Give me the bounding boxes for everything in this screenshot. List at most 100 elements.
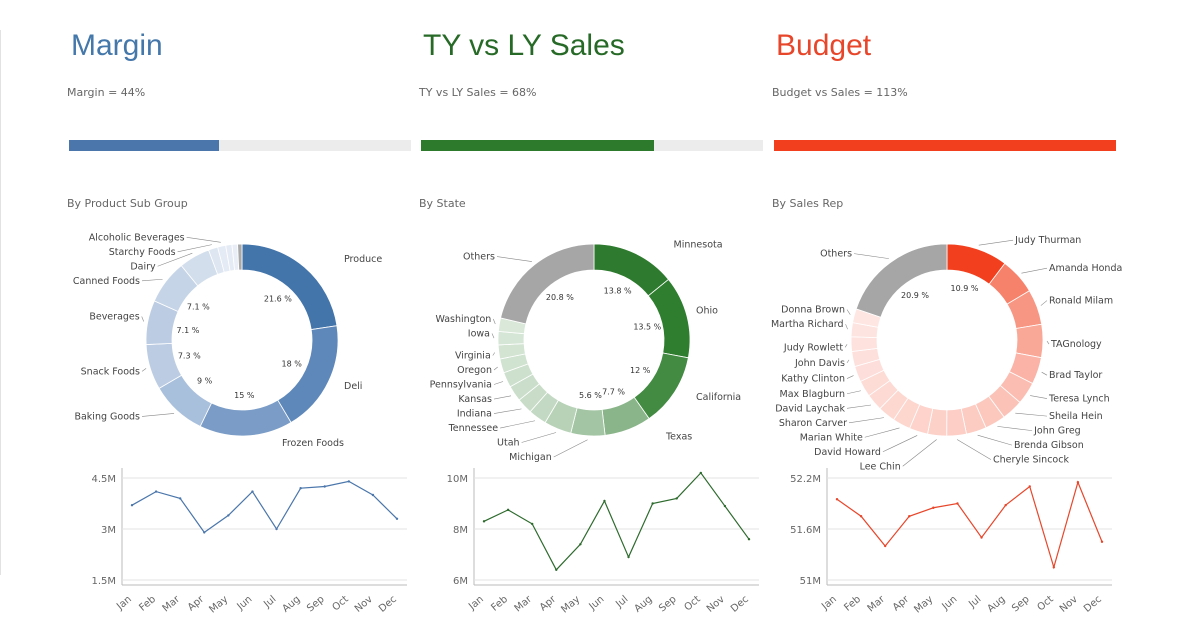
- x-tick-label: Dec: [377, 594, 399, 615]
- point-oct[interactable]: [1052, 566, 1056, 569]
- leader-others: [496, 256, 532, 262]
- slice-minor-12[interactable]: [237, 243, 243, 271]
- sales-rep-donut-chart[interactable]: 10.9 % 20.9 % Judy Thurman Amanda Honda Rona…: [752, 220, 1132, 472]
- point-aug[interactable]: [651, 502, 654, 505]
- slice-label-amanda-honda: Amanda Honda: [1049, 263, 1122, 274]
- sales-kpi-label: TY vs LY Sales = 68%: [419, 86, 537, 99]
- point-apr[interactable]: [555, 568, 558, 571]
- point-feb[interactable]: [506, 508, 510, 512]
- slice-label-martha-richard: Martha Richard: [771, 319, 844, 330]
- leader-utah: [521, 432, 557, 443]
- slice-pct-beverages: 7.1 %: [177, 326, 200, 335]
- point-jul[interactable]: [627, 555, 630, 559]
- point-dec[interactable]: [747, 538, 751, 541]
- budget-title: Budget: [776, 29, 872, 62]
- slice-label-ronald-milam: Ronald Milam: [1049, 296, 1113, 307]
- point-feb[interactable]: [154, 490, 158, 493]
- leader-lee-chin: [902, 439, 937, 467]
- margin-section-label: By Product Sub Group: [67, 197, 188, 210]
- point-jul[interactable]: [275, 527, 278, 531]
- slice-label-ohio: Ohio: [696, 305, 718, 316]
- point-may[interactable]: [932, 506, 935, 509]
- point-mar[interactable]: [178, 497, 182, 500]
- point-dec[interactable]: [1100, 540, 1104, 543]
- point-mar[interactable]: [883, 544, 887, 548]
- point-jan[interactable]: [482, 520, 486, 523]
- y-tick-label: 4.5M: [91, 474, 116, 485]
- slice-label-tagnology: TAGnology: [1050, 339, 1102, 350]
- slice-label-teresa-lynch: Teresa Lynch: [1048, 394, 1110, 405]
- point-sep[interactable]: [323, 485, 326, 488]
- series-line[interactable]: [836, 480, 1103, 570]
- point-apr[interactable]: [203, 531, 206, 534]
- point-feb[interactable]: [859, 515, 863, 518]
- slice-label-others: Others: [820, 249, 852, 260]
- point-jul[interactable]: [980, 536, 983, 539]
- slice-label-kathy-clinton: Kathy Clinton: [781, 374, 845, 385]
- leader-marian-white: [864, 427, 900, 438]
- slice-pct-california: 12 %: [630, 366, 651, 375]
- slice-label-washington: Washington: [435, 314, 491, 325]
- slice-pct-snack-foods: 7.3 %: [178, 352, 201, 361]
- slice-label-david-laychak: David Laychak: [775, 403, 845, 414]
- product-subgroup-donut-chart[interactable]: 21.6 % 18 % 15 % 9 % 7.3 % 7.1 % 7.1 % Produce D…: [47, 220, 427, 470]
- point-may[interactable]: [579, 543, 582, 546]
- y-tick-label: 6M: [453, 576, 468, 587]
- margin-progress-fill: [69, 140, 220, 151]
- leader-john-greg: [997, 426, 1033, 431]
- point-dec[interactable]: [395, 517, 399, 520]
- sales-line-chart[interactable]: 6M 8M 10M Jan Feb Mar Apr May Jun Jul Aug Sep Oct Nov…: [419, 460, 769, 630]
- slice-label-iowa: Iowa: [468, 328, 490, 339]
- leader-others: [853, 253, 889, 259]
- point-jun[interactable]: [956, 502, 959, 505]
- slice-deli[interactable]: [277, 325, 339, 424]
- point-sep[interactable]: [675, 497, 678, 500]
- slice-others[interactable]: [855, 243, 948, 318]
- y-tick-label: 1.5M: [91, 576, 116, 587]
- point-jan[interactable]: [130, 504, 134, 507]
- x-tick-label: Feb: [489, 594, 510, 614]
- leader-sheila-hein: [1015, 412, 1048, 417]
- state-donut-chart[interactable]: 13.8 % 13.5 % 12 % 7.7 %5.6 % 20.8 % Minnesot…: [399, 220, 779, 470]
- slice-label-produce: Produce: [344, 254, 382, 265]
- sales-title: TY vs LY Sales: [423, 29, 625, 62]
- point-jun[interactable]: [251, 490, 254, 493]
- budget-line-chart[interactable]: 51M 51.6M 52.2M Jan Feb Mar Apr May Jun Jul Aug Sep…: [772, 460, 1122, 630]
- leader-dairy: [157, 252, 193, 267]
- point-sep[interactable]: [1028, 485, 1031, 488]
- slice-tagnology[interactable]: [1015, 323, 1044, 359]
- slice-label-brenda-gibson: Brenda Gibson: [1014, 440, 1084, 451]
- slice-label-brad-taylor: Brad Taylor: [1049, 370, 1102, 381]
- slice-frozen-foods[interactable]: [199, 399, 292, 437]
- slice-ohio[interactable]: [647, 278, 691, 359]
- x-tick-label: Jul: [261, 594, 278, 611]
- point-nov[interactable]: [1076, 481, 1080, 484]
- point-oct[interactable]: [699, 471, 703, 475]
- point-aug[interactable]: [299, 487, 302, 490]
- x-tick-label: Nov: [353, 594, 375, 615]
- x-tick-label: May: [207, 594, 230, 616]
- series-line[interactable]: [131, 480, 398, 534]
- slice-others[interactable]: [500, 243, 595, 325]
- leader-tagnology: [1046, 340, 1050, 345]
- point-jan[interactable]: [835, 498, 839, 501]
- slice-label-snack-foods: Snack Foods: [81, 366, 140, 377]
- point-jun[interactable]: [603, 499, 606, 503]
- slice-produce[interactable]: [241, 243, 338, 331]
- slice-pct-frozen-foods: 15 %: [234, 391, 255, 400]
- x-tick-label: Dec: [729, 594, 751, 615]
- point-nov[interactable]: [723, 504, 727, 508]
- point-apr[interactable]: [908, 515, 911, 518]
- leader-martha-richard: [845, 324, 848, 330]
- point-oct[interactable]: [347, 480, 351, 483]
- margin-line-chart[interactable]: 1.5M 3M 4.5M Jan Feb Mar Apr May Jun Jul Aug Sep Oct…: [67, 460, 417, 630]
- slice-label-alcoholic-beverages: Alcoholic Beverages: [89, 232, 185, 243]
- point-may[interactable]: [227, 514, 230, 517]
- point-mar[interactable]: [530, 522, 534, 526]
- x-tick-label: Jan: [466, 594, 486, 613]
- point-aug[interactable]: [1004, 504, 1007, 507]
- series-line[interactable]: [483, 471, 750, 571]
- sales-progress-track: [421, 140, 763, 151]
- margin-kpi-label: Margin = 44%: [67, 86, 146, 99]
- point-nov[interactable]: [371, 493, 375, 497]
